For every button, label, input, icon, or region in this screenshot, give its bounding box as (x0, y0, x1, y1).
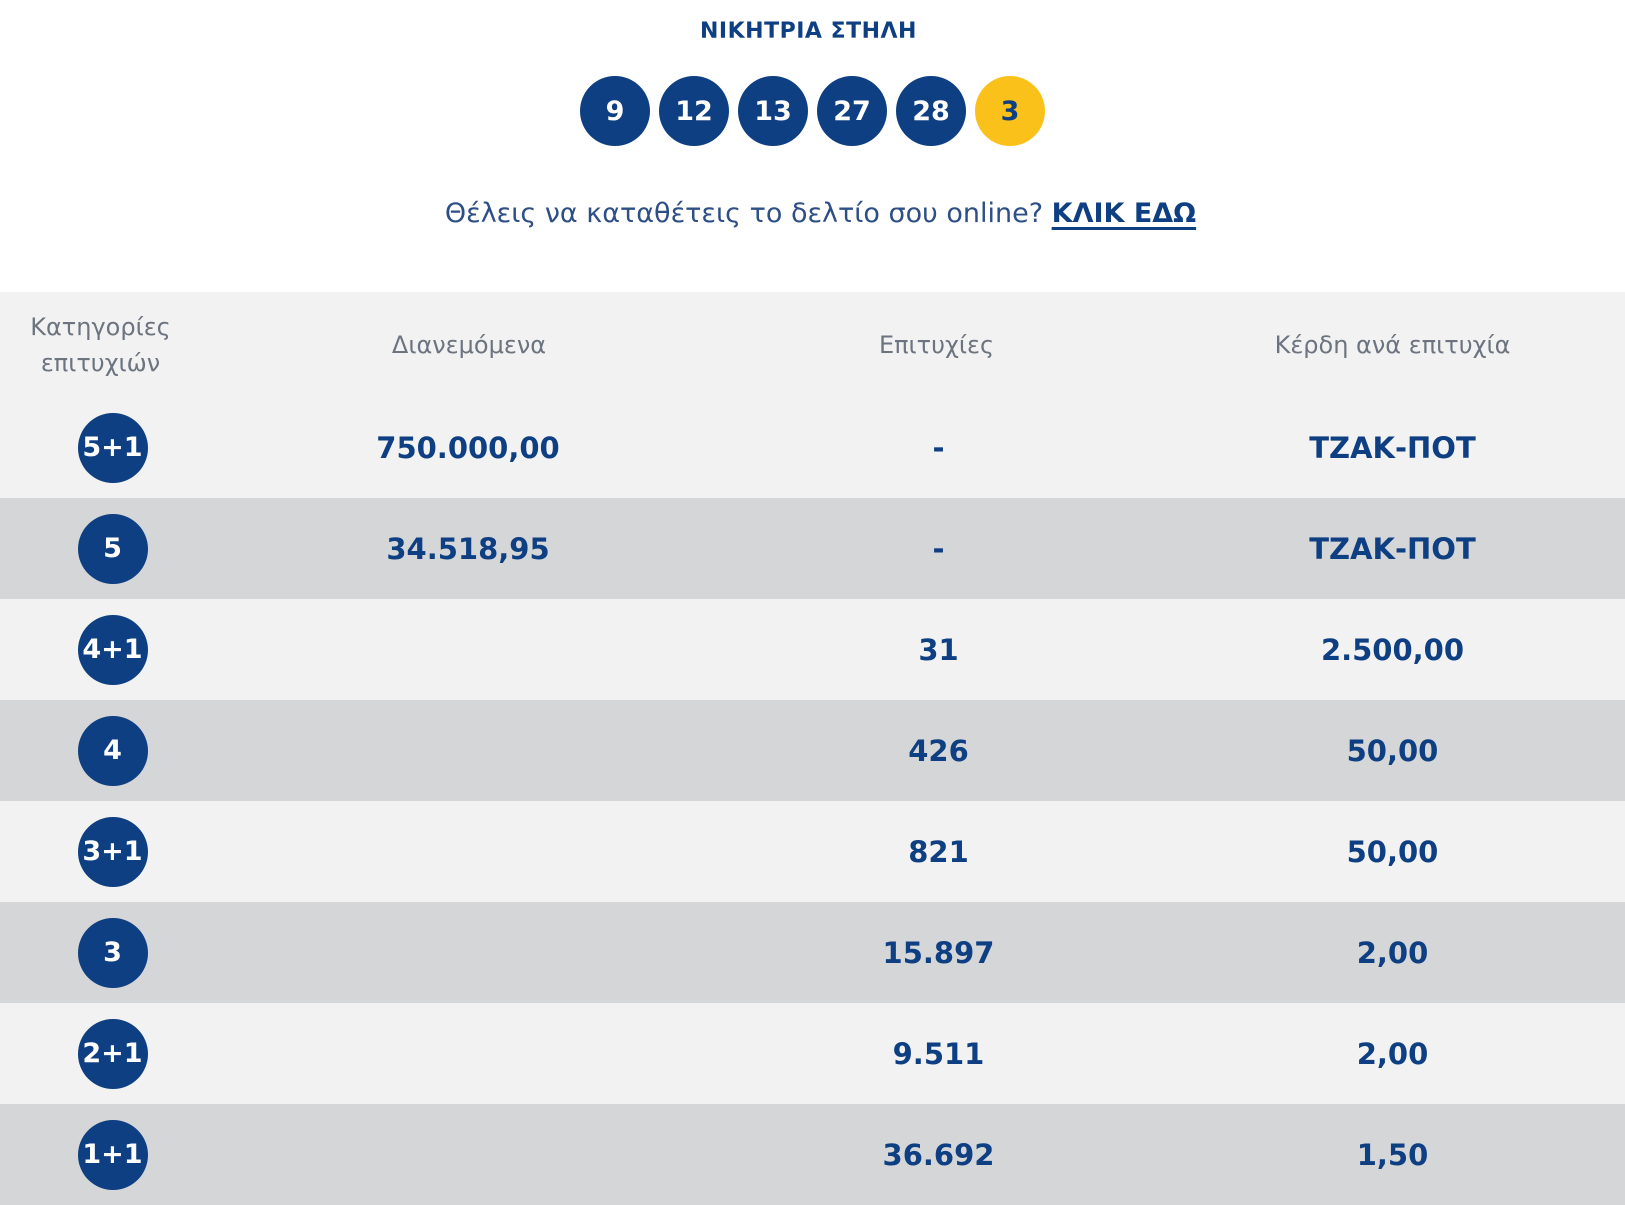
prize-cell: 50,00 (1346, 733, 1439, 768)
winning-numbers: 9 12 13 27 28 3 (580, 76, 1045, 146)
prize-cell: 2,00 (1356, 935, 1429, 970)
table-row: 4 426 50,00 (0, 700, 1625, 801)
number-ball: 27 (817, 76, 887, 146)
prize-cell: 2,00 (1356, 1036, 1429, 1071)
prize-cell: 1,50 (1356, 1137, 1429, 1172)
winning-column-title: ΝΙΚΗΤΡΙΑ ΣΤΗΛΗ (700, 19, 917, 44)
category-badge: 3 (77, 917, 148, 988)
number-ball: 12 (659, 76, 729, 146)
category-badge: 5+1 (77, 412, 148, 483)
table-row: 3+1 821 50,00 (0, 801, 1625, 902)
prize-cell: ΤΖΑΚ-ΠΟΤ (1309, 531, 1476, 566)
table-row: 2+1 9.511 2,00 (0, 1003, 1625, 1104)
winners-cell: 36.692 (882, 1137, 995, 1172)
winners-cell: 821 (908, 834, 969, 869)
prize-cell: ΤΖΑΚ-ΠΟΤ (1309, 430, 1476, 465)
category-badge: 2+1 (77, 1018, 148, 1089)
winners-cell: 426 (908, 733, 969, 768)
header-category-line2: επιτυχιών (40, 348, 161, 377)
category-badge: 1+1 (77, 1119, 148, 1190)
number-ball: 13 (738, 76, 808, 146)
table-row: 1+1 36.692 1,50 (0, 1104, 1625, 1205)
table-row: 3 15.897 2,00 (0, 902, 1625, 1003)
header-prize: Κέρδη ανά επιτυχία (1274, 330, 1511, 359)
table-row: 4+1 31 2.500,00 (0, 599, 1625, 700)
number-ball: 9 (580, 76, 650, 146)
category-badge: 4 (77, 715, 148, 786)
winners-cell: 15.897 (882, 935, 995, 970)
category-badge: 3+1 (77, 816, 148, 887)
winners-cell: 9.511 (892, 1036, 985, 1071)
header-category: Κατηγορίες επιτυχιών (0, 309, 213, 381)
winners-cell: - (932, 531, 945, 566)
table-row: 5+1 750.000,00 - ΤΖΑΚ-ΠΟΤ (0, 397, 1625, 498)
prize-cell: 2.500,00 (1320, 632, 1465, 667)
prize-cell: 50,00 (1346, 834, 1439, 869)
table-header: Κατηγορίες επιτυχιών Διανεμόμενα Επιτυχί… (0, 292, 1625, 397)
header-winners: Επιτυχίες (878, 330, 995, 359)
table-row: 5 34.518,95 - ΤΖΑΚ-ΠΟΤ (0, 498, 1625, 599)
distributed-cell: 750.000,00 (376, 430, 560, 465)
prize-table: Κατηγορίες επιτυχιών Διανεμόμενα Επιτυχί… (0, 292, 1625, 1205)
winning-section: ΝΙΚΗΤΡΙΑ ΣΤΗΛΗ 9 12 13 27 28 3 Θέλεις να… (0, 0, 1625, 292)
click-here-link[interactable]: ΚΛΙΚ ΕΔΩ (1051, 198, 1197, 229)
number-ball: 28 (896, 76, 966, 146)
winners-cell: - (932, 430, 945, 465)
winners-cell: 31 (918, 632, 959, 667)
category-badge: 5 (77, 513, 148, 584)
cta-text: Θέλεις να καταθέτεις το δελτίο σου onlin… (444, 198, 1044, 229)
online-cta: Θέλεις να καταθέτεις το δελτίο σου onlin… (8, 198, 1625, 229)
header-category-line1: Κατηγορίες (30, 312, 171, 341)
header-distributed: Διανεμόμενα (391, 330, 547, 359)
distributed-cell: 34.518,95 (386, 531, 550, 566)
category-badge: 4+1 (77, 614, 148, 685)
joker-ball: 3 (975, 76, 1045, 146)
